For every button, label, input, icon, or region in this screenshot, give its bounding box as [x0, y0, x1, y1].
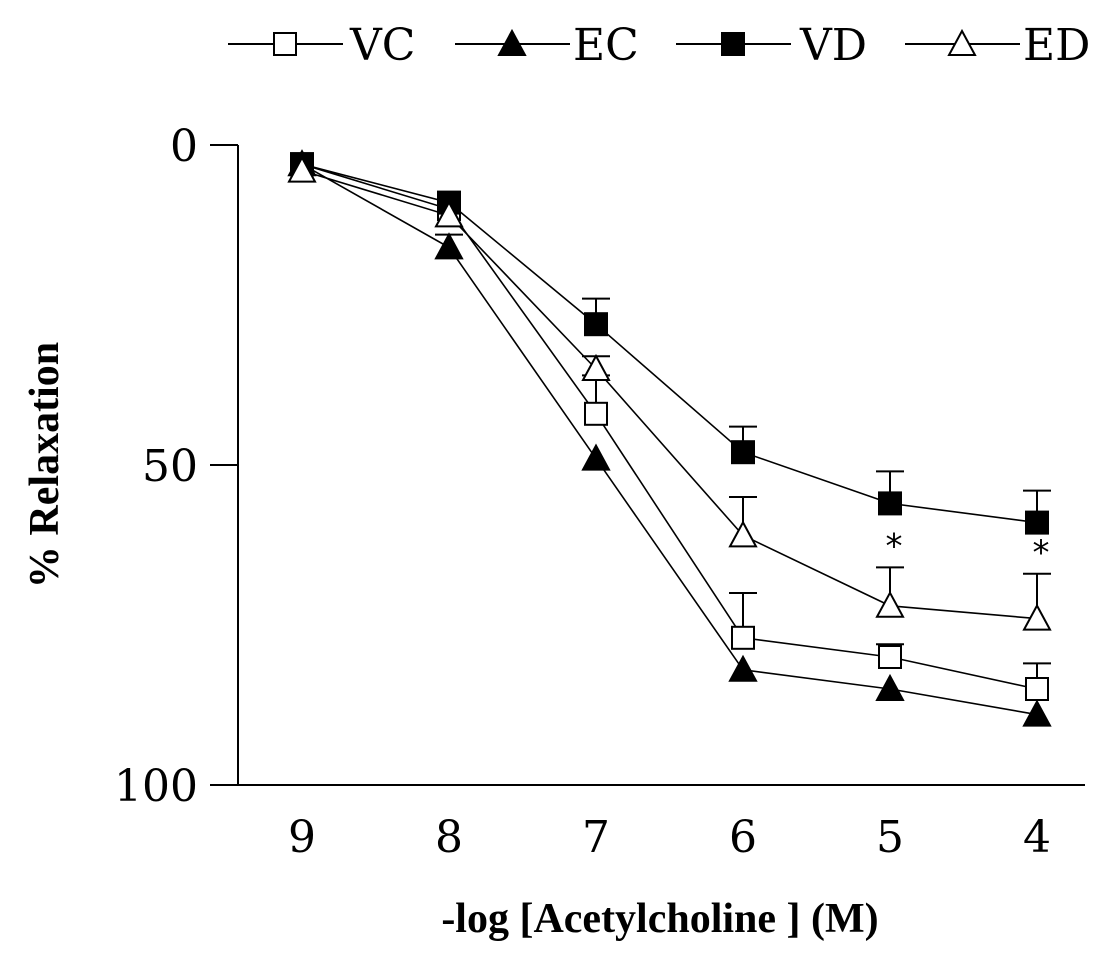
- x-tick-label: 4: [1023, 812, 1051, 863]
- y-tick-label: 100: [114, 761, 198, 812]
- data-point: [875, 590, 905, 618]
- data-point: [875, 673, 905, 701]
- data-point: [1022, 699, 1052, 727]
- data-point: [878, 491, 902, 516]
- series-vd: [290, 152, 1051, 535]
- data-point: [581, 353, 611, 381]
- series-line: [301, 163, 1038, 716]
- data-point: [434, 200, 464, 228]
- legend-label: VD: [799, 20, 867, 71]
- legend-item-vd: VD: [676, 20, 867, 71]
- data-point: [434, 232, 464, 260]
- series-ed: [287, 155, 1052, 631]
- series-line: [301, 163, 1038, 690]
- data-point: [1022, 603, 1052, 631]
- y-tick-label: 0: [170, 121, 198, 172]
- legend-marker: [947, 28, 977, 56]
- legend-label: VC: [349, 20, 415, 71]
- y-tick-label: 50: [142, 441, 198, 492]
- series-line: [301, 169, 1038, 620]
- data-point: [878, 645, 902, 669]
- series-group: [287, 149, 1052, 727]
- data-point: [728, 520, 758, 548]
- significance-star: *: [886, 526, 903, 566]
- series-vc: [290, 152, 1051, 701]
- series-line: [301, 163, 1038, 524]
- series-ec: [287, 149, 1052, 727]
- x-tick-label: 5: [876, 812, 904, 863]
- x-tick-label: 8: [435, 812, 463, 863]
- legend-item-vc: VC: [228, 20, 415, 71]
- annotations: * *: [886, 526, 1050, 572]
- legend-marker: [721, 32, 745, 56]
- data-point: [584, 312, 608, 337]
- data-point: [287, 155, 317, 183]
- x-tick-label: 7: [582, 812, 610, 863]
- legend-label: EC: [573, 20, 639, 71]
- legend-item-ed: ED: [905, 20, 1090, 71]
- legend-item-ec: EC: [455, 20, 639, 71]
- data-point: [728, 654, 758, 682]
- x-tick-label: 9: [288, 812, 316, 863]
- legend-marker: [273, 32, 297, 56]
- data-point: [731, 625, 755, 650]
- data-point: [584, 401, 608, 426]
- data-point: [1025, 510, 1049, 535]
- significance-star: *: [1033, 533, 1050, 573]
- y-axis-title: % Relaxation: [22, 342, 68, 588]
- data-point: [581, 443, 611, 471]
- data-point: [731, 440, 755, 465]
- x-axis-title: -log [Acetylcholine ] (M): [441, 896, 878, 942]
- legend-marker: [497, 28, 527, 56]
- data-point: [1025, 677, 1049, 701]
- legend-label: ED: [1023, 20, 1090, 71]
- x-tick-label: 6: [729, 812, 757, 863]
- ticks: 0 50 100 9 8 7 6 5 4: [114, 121, 1051, 863]
- axes: [237, 145, 1085, 786]
- legend: VC EC VD ED: [228, 20, 1090, 71]
